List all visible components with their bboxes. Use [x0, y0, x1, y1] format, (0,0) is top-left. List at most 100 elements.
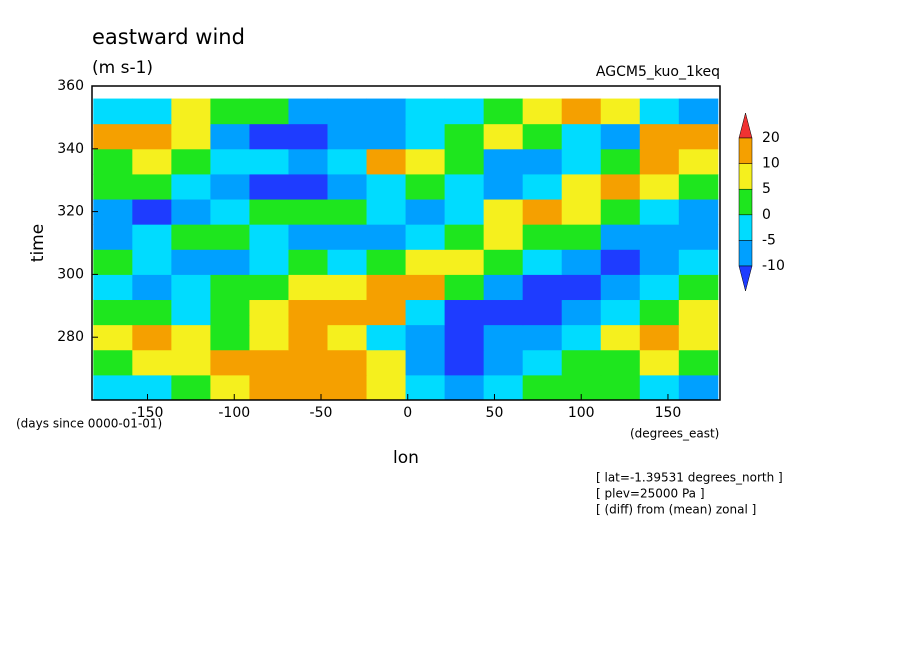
field-cell	[639, 224, 680, 250]
field-cell	[444, 98, 485, 125]
field-cell	[561, 173, 602, 200]
field-cell	[483, 199, 524, 225]
field-cell	[600, 148, 641, 175]
colorbar-label: 10	[762, 156, 780, 172]
field-cell	[366, 98, 407, 125]
field-cell	[678, 274, 719, 301]
field-cell	[483, 299, 524, 326]
field-cell	[639, 148, 680, 175]
x-tick-label: -100	[218, 405, 250, 421]
field-cell	[171, 249, 211, 275]
field-cell	[366, 123, 407, 150]
field-cell	[132, 374, 172, 400]
field-cell	[483, 274, 524, 301]
field-cell	[93, 299, 133, 326]
field-cell	[522, 374, 563, 400]
field-cell	[522, 349, 563, 376]
field-cell	[327, 249, 368, 275]
field-cell	[366, 199, 407, 225]
field-cell	[93, 224, 133, 250]
field-cell	[210, 199, 250, 225]
field-cell	[405, 123, 446, 150]
field-cell	[210, 349, 250, 376]
field-cell	[93, 173, 133, 200]
field-cell	[327, 349, 368, 376]
field-cell	[522, 299, 563, 326]
field-cell	[444, 199, 485, 225]
subtitle: (m s-1)	[92, 58, 153, 78]
field-cell	[483, 98, 524, 125]
field-cell	[678, 123, 719, 150]
field-cell	[444, 148, 485, 175]
field-cell	[522, 98, 563, 125]
field-cell	[405, 148, 446, 175]
field-cell	[288, 148, 328, 175]
x-units: (degrees_east)	[630, 427, 719, 441]
field-cell	[210, 98, 250, 125]
field-cell	[132, 324, 172, 351]
field-cell	[405, 224, 446, 250]
field-cell	[561, 249, 602, 275]
colorbar-triangle	[738, 265, 753, 292]
field-cell	[210, 224, 250, 250]
chart-title: eastward wind	[92, 25, 245, 49]
field-cell	[93, 148, 133, 175]
field-cell	[678, 199, 719, 225]
y-tick-label: 320	[57, 204, 84, 220]
field-cell	[366, 148, 407, 175]
field-cell	[405, 299, 446, 326]
field-cell	[561, 148, 602, 175]
colorbar-box	[738, 137, 753, 164]
field-cell	[171, 123, 211, 150]
field-cell	[444, 299, 485, 326]
field-cell	[600, 249, 641, 275]
x-axis-label: lon	[393, 448, 419, 468]
colorbar-label: 0	[762, 207, 771, 223]
field-cell	[522, 199, 563, 225]
field-cell	[600, 274, 641, 301]
field-cell	[483, 224, 524, 250]
field-cell	[171, 224, 211, 250]
field-cell	[171, 374, 211, 400]
field-cell	[561, 299, 602, 326]
field-cell	[405, 199, 446, 225]
field-cell	[639, 173, 680, 200]
field-cell	[483, 349, 524, 376]
annotation: [ plev=25000 Pa ]	[596, 487, 705, 501]
field-cell	[444, 224, 485, 250]
field-cell	[366, 224, 407, 250]
field-cell	[327, 173, 368, 200]
field-cell	[288, 324, 328, 351]
field-cell	[132, 349, 172, 376]
field-cell	[132, 148, 172, 175]
field-cell	[132, 173, 172, 200]
field-cell	[210, 148, 250, 175]
field-cell	[561, 274, 602, 301]
field-cell	[327, 123, 368, 150]
field-cell	[132, 199, 172, 225]
annotation: [ lat=-1.39531 degrees_north ]	[596, 471, 783, 485]
field-cell	[327, 224, 368, 250]
field-cell	[93, 349, 133, 376]
field-cell	[639, 123, 680, 150]
annotation: [ (diff) from (mean) zonal ]	[596, 503, 756, 517]
field-cell	[678, 299, 719, 326]
field-cell	[171, 148, 211, 175]
colorbar-box	[738, 163, 753, 190]
field-cell	[678, 98, 719, 125]
field-cell	[483, 249, 524, 275]
field-cell	[327, 148, 368, 175]
field-cell	[522, 249, 563, 275]
field-cell	[600, 324, 641, 351]
field-cell	[678, 173, 719, 200]
field-cell	[249, 349, 289, 376]
field-cell	[210, 123, 250, 150]
field-cell	[600, 349, 641, 376]
field-cell	[483, 324, 524, 351]
field-cell	[132, 123, 172, 150]
field-cell	[366, 349, 407, 376]
field-cell	[288, 173, 328, 200]
field-cell	[132, 224, 172, 250]
field-cell	[483, 173, 524, 200]
